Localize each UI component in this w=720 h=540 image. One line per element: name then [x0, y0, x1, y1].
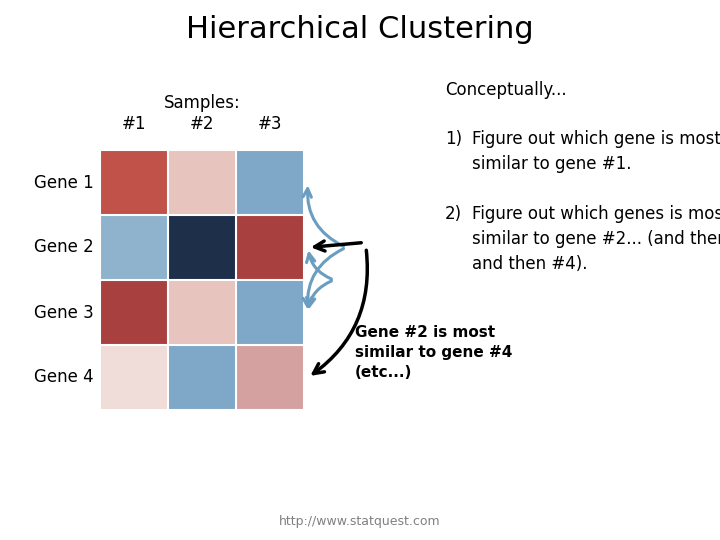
- Bar: [236, 345, 304, 410]
- Text: #2: #2: [190, 115, 215, 133]
- Bar: [100, 345, 168, 410]
- Text: Figure out which genes is most
similar to gene #2... (and then #3
and then #4).: Figure out which genes is most similar t…: [472, 205, 720, 273]
- Text: #1: #1: [122, 115, 146, 133]
- Text: Hierarchical Clustering: Hierarchical Clustering: [186, 16, 534, 44]
- Text: Gene 2: Gene 2: [35, 239, 94, 256]
- Bar: [236, 280, 304, 345]
- Bar: [168, 215, 236, 280]
- Text: http://www.statquest.com: http://www.statquest.com: [279, 516, 441, 529]
- Text: Gene 1: Gene 1: [35, 173, 94, 192]
- Bar: [168, 280, 236, 345]
- Text: Gene 4: Gene 4: [35, 368, 94, 387]
- Text: Gene #2 is most
similar to gene #4
(etc...): Gene #2 is most similar to gene #4 (etc.…: [355, 325, 513, 380]
- Text: 1): 1): [445, 130, 462, 148]
- Bar: [100, 150, 168, 215]
- Bar: [100, 215, 168, 280]
- Bar: [168, 150, 236, 215]
- Bar: [236, 150, 304, 215]
- Bar: [100, 280, 168, 345]
- Text: 2): 2): [445, 205, 462, 223]
- Bar: [236, 215, 304, 280]
- Text: Samples:: Samples:: [163, 94, 240, 112]
- Text: Figure out which gene is most
similar to gene #1.: Figure out which gene is most similar to…: [472, 130, 720, 173]
- Text: Conceptually...: Conceptually...: [445, 81, 567, 99]
- Text: #3: #3: [258, 115, 282, 133]
- Text: Gene 3: Gene 3: [35, 303, 94, 321]
- Bar: [168, 345, 236, 410]
